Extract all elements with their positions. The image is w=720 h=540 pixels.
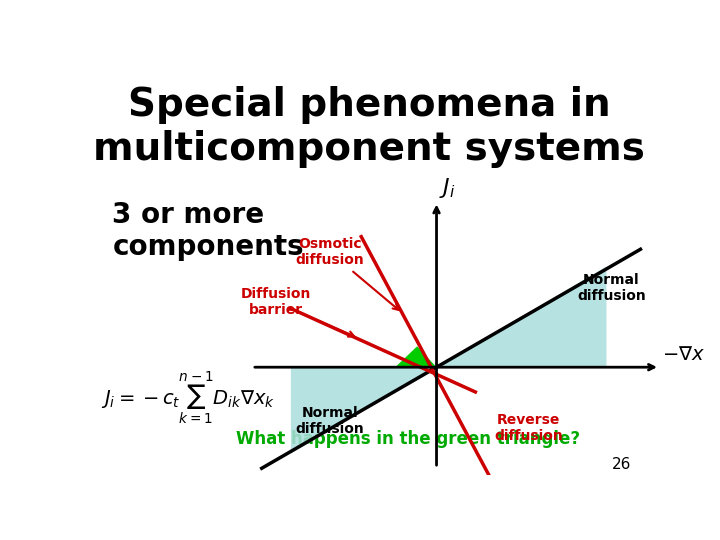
Polygon shape xyxy=(291,367,436,454)
Text: $-\nabla x$: $-\nabla x$ xyxy=(662,345,706,364)
Text: 26: 26 xyxy=(612,457,631,472)
Text: Diffusion
barrier: Diffusion barrier xyxy=(241,287,354,336)
Text: Osmotic
diffusion: Osmotic diffusion xyxy=(295,237,399,310)
Text: Reverse
diffusion: Reverse diffusion xyxy=(495,413,563,443)
Text: Normal
diffusion: Normal diffusion xyxy=(295,406,364,436)
Polygon shape xyxy=(395,346,436,367)
Text: $J_i = -c_t \sum_{k=1}^{n-1} D_{ik} \nabla x_k$: $J_i = -c_t \sum_{k=1}^{n-1} D_{ik} \nab… xyxy=(101,369,275,426)
Text: What happens in the green triangle?: What happens in the green triangle? xyxy=(236,430,580,448)
Text: $J_i$: $J_i$ xyxy=(439,176,456,200)
Text: Normal
diffusion: Normal diffusion xyxy=(577,273,646,303)
Text: 3 or more
components: 3 or more components xyxy=(112,201,304,261)
Polygon shape xyxy=(436,266,606,367)
Text: Special phenomena in
multicomponent systems: Special phenomena in multicomponent syst… xyxy=(93,85,645,167)
